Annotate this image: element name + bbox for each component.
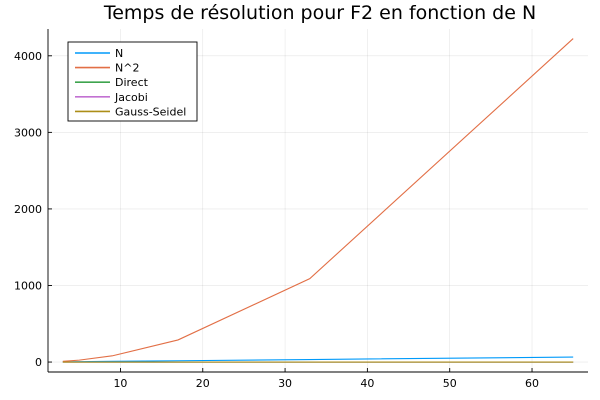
y-tick-label: 4000 (14, 50, 42, 63)
axes: 10 20 30 40 50 60 0 1000 2000 3000 4000 (14, 29, 588, 390)
x-tick-label: 40 (360, 377, 374, 390)
legend-label: Gauss-Seidel (115, 105, 186, 118)
series-line-n-2 (62, 38, 574, 362)
chart-title: Temps de résolution pour F2 en fonction … (103, 2, 536, 24)
y-tick-label: 0 (35, 356, 42, 369)
legend-label: N^2 (115, 62, 139, 75)
x-tick-label: 30 (278, 377, 292, 390)
y-tick-label: 1000 (14, 279, 42, 292)
y-tick-label: 3000 (14, 126, 42, 139)
series-lines (62, 38, 574, 363)
x-tick-label: 10 (113, 377, 127, 390)
legend-label: N (115, 47, 123, 60)
x-tick-label: 60 (525, 377, 539, 390)
legend-label: Direct (115, 76, 149, 89)
legend-label: Jacobi (114, 91, 148, 104)
x-tick-label: 50 (443, 377, 457, 390)
y-tick-label: 2000 (14, 203, 42, 216)
series-line-n (62, 356, 574, 363)
x-tick-label: 20 (196, 377, 210, 390)
